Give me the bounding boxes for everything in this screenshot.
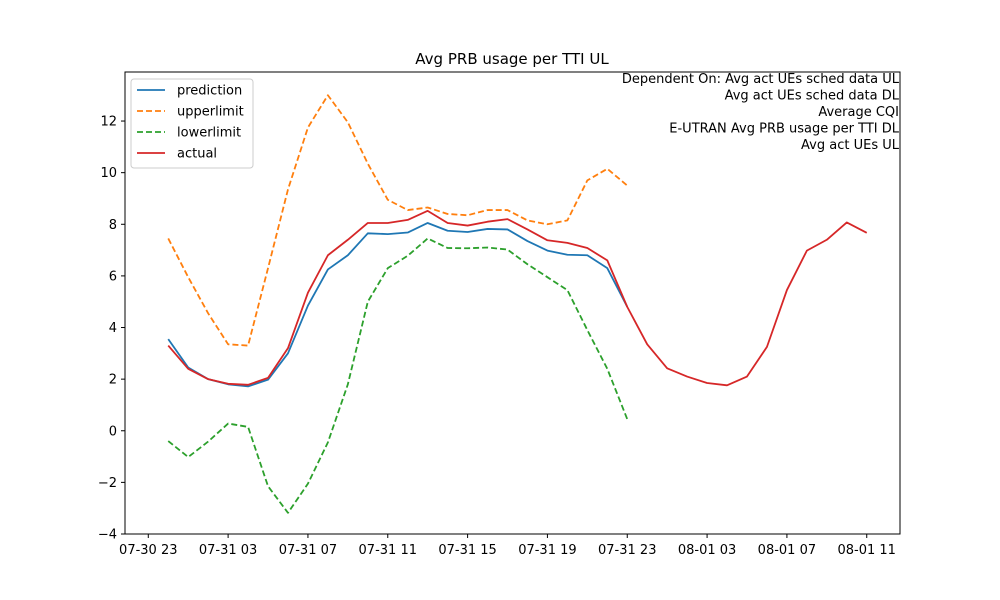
- series-line-lowerlimit: [167, 237, 629, 514]
- y-tick-label: 8: [109, 218, 117, 233]
- plot-lines: [167, 94, 868, 514]
- y-tick-label: 6: [109, 269, 117, 284]
- y-tick-label: 12: [100, 115, 117, 130]
- x-tick-label: 08-01 03: [678, 543, 736, 558]
- series-line-prediction: [167, 222, 629, 388]
- x-tick-label: 07-31 11: [359, 543, 417, 558]
- plot-area-frame: [124, 71, 901, 535]
- x-tick-label: 07-30 23: [119, 543, 177, 558]
- x-tick-label: 07-31 07: [279, 543, 337, 558]
- legend-box: [130, 78, 254, 169]
- y-axis: −4 −2 0 2 4 6 8 10 12: [98, 115, 125, 543]
- annotation-line: Average CQI: [818, 105, 899, 120]
- x-tick-label: 07-31 15: [438, 543, 496, 558]
- annotation-line: E-UTRAN Avg PRB usage per TTI DL: [669, 122, 899, 137]
- annotation-line: Dependent On: Avg act UEs sched data UL: [622, 72, 900, 87]
- x-tick-label: 07-31 19: [518, 543, 576, 558]
- x-tick-label: 07-31 23: [598, 543, 656, 558]
- x-tick-label: 08-01 11: [838, 543, 896, 558]
- legend-label-prediction: prediction: [177, 84, 242, 99]
- x-axis: 07-30 23 07-31 03 07-31 07 07-31 11 07-31 15…: [119, 534, 896, 558]
- legend-label-actual: actual: [177, 147, 217, 162]
- y-tick-label: 2: [109, 373, 117, 388]
- annotation-line: Avg act UEs sched data DL: [725, 89, 900, 104]
- series-line-actual: [167, 209, 868, 387]
- y-tick-label: −4: [98, 528, 117, 543]
- y-tick-label: 4: [109, 321, 117, 336]
- y-tick-label: 10: [100, 166, 117, 181]
- annotation-line: Avg act UEs UL: [801, 138, 900, 153]
- x-tick-label: 08-01 07: [758, 543, 816, 558]
- legend-label-lowerlimit: lowerlimit: [177, 126, 241, 141]
- chart-title: Avg PRB usage per TTI UL: [415, 50, 609, 68]
- legend: prediction upperlimit lowerlimit actual: [130, 78, 254, 169]
- y-tick-label: 0: [109, 424, 117, 439]
- dependency-annotation: Dependent On: Avg act UEs sched data UL A…: [622, 72, 900, 153]
- y-tick-label: −2: [98, 476, 117, 491]
- x-tick-label: 07-31 03: [199, 543, 257, 558]
- legend-label-upperlimit: upperlimit: [177, 105, 244, 120]
- series-line-upperlimit: [167, 94, 628, 347]
